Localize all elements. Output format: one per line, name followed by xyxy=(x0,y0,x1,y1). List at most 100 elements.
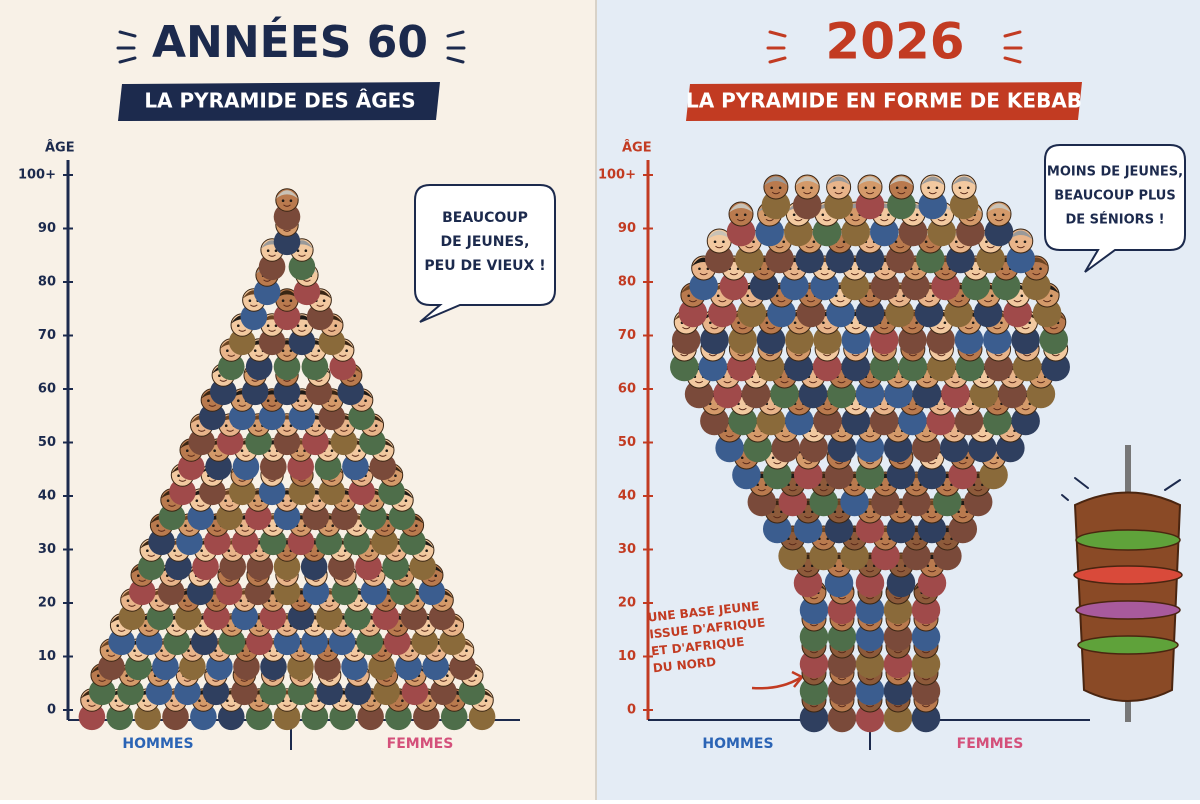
shoulders xyxy=(855,460,885,490)
mouth xyxy=(255,354,263,357)
shoulders xyxy=(273,228,301,256)
mouth xyxy=(171,704,180,707)
shoulders xyxy=(855,514,885,544)
eye xyxy=(752,240,755,244)
shoulders xyxy=(293,278,321,306)
mouth xyxy=(927,569,937,573)
shoulders xyxy=(968,433,997,463)
shoulders xyxy=(727,352,756,382)
eye xyxy=(961,294,965,298)
shoulders xyxy=(245,353,273,381)
mouth xyxy=(994,353,1003,357)
title-dashes xyxy=(116,30,466,64)
mouth xyxy=(338,704,347,707)
shoulders xyxy=(756,406,786,436)
shoulders xyxy=(700,406,729,436)
shoulders xyxy=(187,503,215,531)
mouth xyxy=(226,429,234,432)
mouth xyxy=(185,529,194,532)
eye xyxy=(353,374,356,378)
face xyxy=(887,174,916,220)
eye xyxy=(224,424,228,428)
shoulders xyxy=(973,298,1003,328)
eye xyxy=(170,699,173,702)
mouth xyxy=(747,299,756,303)
mouth xyxy=(174,554,183,557)
mouth xyxy=(325,679,334,682)
mouth xyxy=(958,515,967,519)
shoulders xyxy=(886,460,916,490)
eye xyxy=(985,240,988,244)
shoulders xyxy=(273,628,301,656)
mouth xyxy=(881,488,890,492)
shoulders xyxy=(422,653,449,681)
eye xyxy=(833,186,836,190)
eye xyxy=(304,324,308,328)
shoulders xyxy=(726,217,756,247)
mouth xyxy=(143,704,152,707)
shoulders xyxy=(273,303,301,331)
shoulders xyxy=(813,325,842,355)
shoulders xyxy=(177,453,205,481)
mouth xyxy=(760,272,769,276)
mouth xyxy=(765,353,775,357)
mouth xyxy=(391,554,400,557)
mouth xyxy=(311,704,319,707)
shoulders xyxy=(689,271,718,301)
eye xyxy=(401,699,404,702)
eye xyxy=(289,299,293,303)
left-axis-label: ÂGE xyxy=(45,140,75,156)
shoulders xyxy=(359,503,387,531)
mouth xyxy=(227,354,236,357)
mouth xyxy=(809,623,819,627)
mouth xyxy=(201,554,210,557)
shoulders xyxy=(206,653,233,681)
shoulders xyxy=(359,428,386,456)
shoulders xyxy=(273,428,301,456)
shoulders xyxy=(368,653,395,681)
shoulders xyxy=(413,703,440,731)
mouth xyxy=(979,380,989,384)
eye xyxy=(782,240,786,244)
shoulders xyxy=(316,603,343,631)
mouth xyxy=(138,579,147,582)
shoulders xyxy=(287,678,315,706)
mouth xyxy=(865,569,875,573)
mouth xyxy=(927,461,936,465)
eye xyxy=(185,449,189,453)
mouth xyxy=(357,479,366,482)
shoulders xyxy=(927,217,956,247)
shoulders xyxy=(918,190,947,220)
mouth xyxy=(341,579,349,582)
mouth xyxy=(365,629,374,632)
mouth xyxy=(742,461,751,465)
mouth xyxy=(242,454,250,457)
eye xyxy=(887,213,890,217)
eye xyxy=(864,186,868,190)
eye xyxy=(687,294,690,298)
mouth xyxy=(1051,353,1060,357)
eye xyxy=(387,524,390,527)
mouth xyxy=(382,679,391,682)
shoulders xyxy=(388,503,416,531)
mouth xyxy=(346,379,355,382)
shoulders xyxy=(204,528,231,556)
mouth xyxy=(865,650,875,654)
shoulders xyxy=(949,190,979,220)
shoulders xyxy=(395,653,422,681)
shoulders xyxy=(382,553,409,581)
mouth xyxy=(820,272,829,276)
mouth xyxy=(835,461,844,465)
eye xyxy=(915,321,918,325)
mouth xyxy=(893,677,903,681)
eye xyxy=(805,294,809,298)
shoulders xyxy=(468,703,496,731)
eye xyxy=(364,399,367,403)
mouth xyxy=(736,218,746,222)
eye xyxy=(281,299,285,303)
shoulders xyxy=(824,514,854,544)
shoulders xyxy=(174,603,202,631)
shoulders xyxy=(216,428,244,456)
mouth xyxy=(126,679,135,682)
